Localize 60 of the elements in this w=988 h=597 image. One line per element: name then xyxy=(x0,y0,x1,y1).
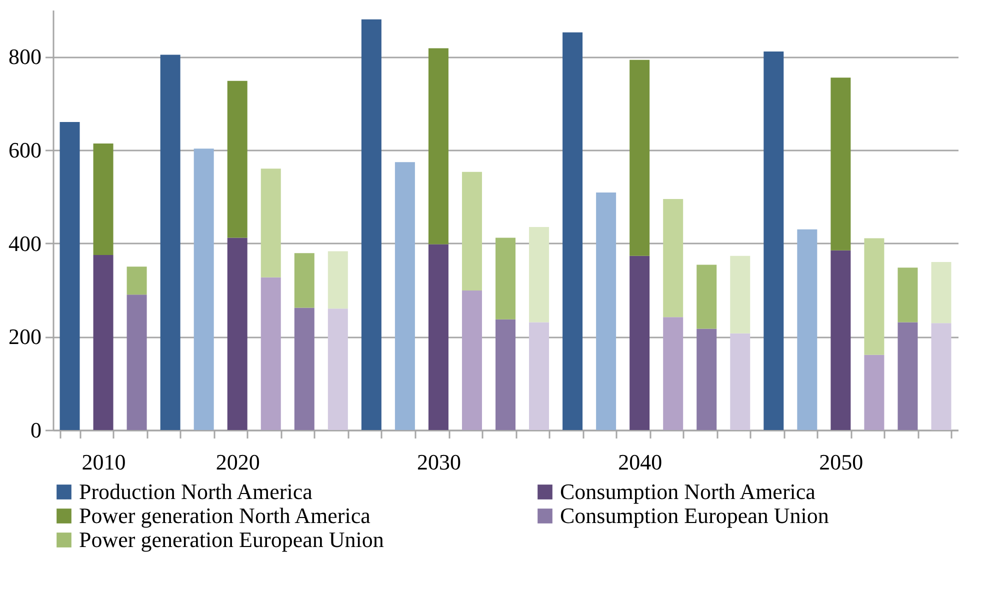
bar xyxy=(630,60,650,256)
legend-label: Consumption North America xyxy=(560,479,816,504)
legend-label: Production North America xyxy=(79,479,313,504)
y-tick-label: 200 xyxy=(8,324,42,350)
bar xyxy=(227,238,248,430)
bar xyxy=(93,143,114,255)
bar xyxy=(696,264,717,329)
bar xyxy=(696,328,717,430)
bar xyxy=(93,255,114,430)
bar xyxy=(126,294,147,430)
y-tick-label: 800 xyxy=(8,44,42,70)
bar xyxy=(898,268,918,322)
x-tick-label: 2030 xyxy=(416,450,461,474)
bar xyxy=(462,290,482,430)
bar xyxy=(898,322,918,430)
bar xyxy=(428,48,448,244)
bar xyxy=(663,317,684,430)
bar xyxy=(361,19,382,430)
bar xyxy=(428,244,448,430)
bar xyxy=(931,323,952,430)
bar xyxy=(227,80,248,238)
bar xyxy=(830,250,851,430)
bar xyxy=(260,277,281,430)
bar xyxy=(596,192,616,430)
bar xyxy=(630,256,650,430)
bar xyxy=(294,253,314,308)
bar xyxy=(260,168,281,278)
bar xyxy=(562,32,583,430)
bar xyxy=(864,238,884,355)
legend-label: Power generation European Union xyxy=(79,527,384,552)
x-tick-label: 2010 xyxy=(82,450,126,474)
bar xyxy=(496,319,516,430)
bar xyxy=(864,354,884,430)
bar xyxy=(730,256,750,334)
bar xyxy=(126,266,147,295)
bar xyxy=(764,52,784,430)
bar xyxy=(931,262,952,324)
bar xyxy=(496,238,516,320)
x-tick-label: 2050 xyxy=(819,450,864,474)
bar xyxy=(328,308,348,430)
x-tick-label: 2020 xyxy=(216,450,260,474)
y-tick-label: 400 xyxy=(8,230,42,256)
bar xyxy=(294,308,314,430)
bar xyxy=(394,162,415,430)
bar xyxy=(830,78,851,250)
bar xyxy=(529,322,550,430)
bar xyxy=(60,122,80,430)
legend-label: Consumption European Union xyxy=(560,503,829,528)
bar xyxy=(663,199,684,318)
legend-label: Power generation North America xyxy=(79,503,371,528)
bar xyxy=(462,172,482,290)
bar xyxy=(797,229,818,430)
x-tick-label: 2040 xyxy=(618,450,662,474)
y-tick-label: 600 xyxy=(8,138,42,162)
bar xyxy=(529,227,550,322)
bar xyxy=(194,148,214,430)
bar xyxy=(328,251,348,309)
bar xyxy=(160,54,180,430)
y-tick-label: 0 xyxy=(30,418,42,442)
bar xyxy=(730,333,750,430)
